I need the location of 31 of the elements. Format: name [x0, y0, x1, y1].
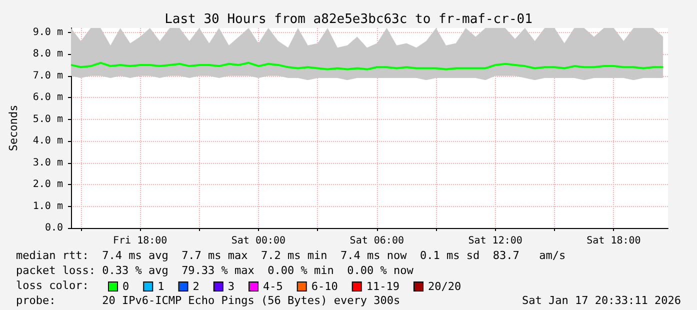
legend-label: 3: [228, 280, 234, 293]
x-tick-label: Sat 12:00: [468, 236, 522, 246]
y-tick-label: 1.0 m: [32, 200, 63, 212]
y-tick-label: 4.0 m: [32, 136, 63, 147]
text: Sat Jan 17 20:33:11 2026: [522, 294, 682, 307]
legend-label: 2: [192, 280, 200, 293]
x-tick-label: Sat 00:00: [231, 236, 286, 246]
y-axis-title: Seconds: [7, 104, 20, 152]
y-tick-label: 7.0 m: [32, 70, 63, 82]
chart-title: Last 30 Hours from a82e5e3bc63c to fr-maf-cr-01: [164, 12, 532, 27]
y-tick-label: 0.0: [44, 222, 63, 234]
line-series: [70, 62, 664, 70]
y-tick-label: 9.0 m: [32, 26, 63, 38]
legend-label: 20/20: [428, 280, 462, 293]
x-tick-label: Sat 06:00: [350, 236, 404, 246]
x-tick-label: Fri 18:00: [112, 236, 168, 246]
y-tick-label: 3.0 m: [32, 157, 63, 168]
legend-label: 0: [122, 280, 130, 293]
legend-label: 6-10: [311, 280, 338, 293]
y-tick-label: 6.0 m: [32, 92, 63, 104]
y-tick-label: 8.0 m: [32, 48, 63, 60]
legend-title: loss color:: [16, 279, 89, 292]
x-tick-label: Sat 18:00: [586, 236, 641, 246]
legend-label: 11-19: [366, 280, 400, 293]
text: probe: 20 IPv6-ICMP Echo Pings (56 Bytes) every 300s: [16, 294, 400, 307]
legend-label: 4-5: [262, 280, 283, 293]
text: packet loss: 0.33 % avg 79.33 % max 0.00 % min 0.00 % now: [16, 264, 414, 277]
legend-label: 1: [158, 280, 164, 293]
y-tick-label: 5.0 m: [32, 114, 63, 125]
y-tick-label: 2.0 m: [32, 179, 63, 190]
text: median rtt: 7.4 ms avg 7.7 ms max 7.2 ms min 7.4 ms now 0.1 ms sd 83.7 am/s: [16, 249, 566, 262]
